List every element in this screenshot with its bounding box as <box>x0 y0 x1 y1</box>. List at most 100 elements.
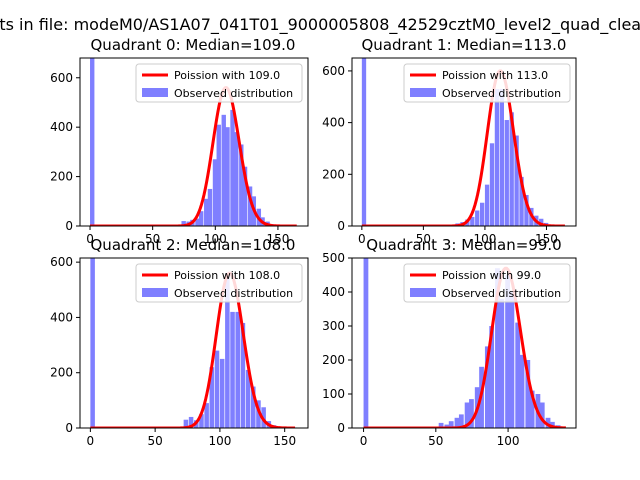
observed-bar <box>188 416 194 428</box>
observed-bar <box>509 292 515 428</box>
observed-bar <box>484 184 490 226</box>
observed-bar <box>204 198 209 226</box>
legend-line-label: Poission with 113.0 <box>442 69 548 82</box>
y-tick-label: 200 <box>50 170 73 184</box>
chart-panel-0: 0 50 100 150 0 200 400 600 Poission with 109.0 Ob… <box>50 36 309 246</box>
legend: Poission with 108.0 Observed distribution <box>135 263 303 303</box>
observed-bar <box>438 422 444 428</box>
observed-bar <box>519 354 525 428</box>
observed-bar <box>240 322 246 428</box>
observed-bar <box>499 89 504 226</box>
poisson-line <box>90 271 296 428</box>
observed-bar <box>545 417 551 428</box>
observed-bar <box>247 186 253 226</box>
legend-box <box>403 263 571 303</box>
observed-bar <box>470 216 475 226</box>
observed-bar <box>489 326 495 428</box>
plot-content <box>90 258 297 428</box>
observed-bar <box>199 211 204 226</box>
observed-bar <box>199 414 204 428</box>
x-tick-label: 150 <box>266 232 289 246</box>
y-tick-label: 0 <box>65 219 73 233</box>
y-tick-label: 400 <box>50 120 73 134</box>
observed-bar <box>484 346 490 428</box>
y-tick-label: 200 <box>50 366 73 380</box>
plot-content <box>89 58 300 226</box>
chart-title: Quadrant 1: Median=113.0 <box>362 36 567 54</box>
legend-box <box>403 63 571 103</box>
y-tick-label: 600 <box>322 64 345 78</box>
chart-panel-1: 0 50 100 150 0 200 400 600 Poission with 113.0 Ob… <box>322 36 577 246</box>
y-tick-label: 0 <box>337 219 345 233</box>
legend-bar-swatch <box>410 288 436 297</box>
observed-bar <box>475 210 480 226</box>
legend-box <box>135 263 303 303</box>
poisson-line <box>363 266 566 428</box>
y-tick-label: 400 <box>50 310 73 324</box>
observed-bar <box>515 322 521 428</box>
observed-bar <box>444 424 450 428</box>
observed-bar <box>519 176 524 226</box>
observed-bar <box>363 258 369 428</box>
observed-bar <box>539 402 545 428</box>
observed-bar <box>242 166 248 226</box>
observed-bar <box>209 367 215 428</box>
observed-bar <box>514 135 519 226</box>
chart-panel-2: 0 50 100 150 0 200 400 600 Poission with 108.0 Ob… <box>50 236 309 448</box>
y-tick-label: 400 <box>322 285 345 299</box>
plot-frame <box>351 257 577 429</box>
legend-bar-label: Observed distribution <box>442 87 561 100</box>
observed-bar <box>524 194 529 226</box>
y-tick-label: 200 <box>322 353 345 367</box>
plot-content <box>363 258 566 428</box>
observed-bar <box>90 58 95 226</box>
observed-bar <box>529 390 535 428</box>
observed-bar <box>458 414 464 428</box>
observed-bar <box>525 360 531 428</box>
observed-bar <box>183 419 189 428</box>
plot-content <box>361 58 568 226</box>
observed-bar <box>489 143 495 226</box>
y-tick-label: 0 <box>337 421 345 435</box>
observed-bar <box>480 202 485 226</box>
legend-line-label: Poission with 99.0 <box>442 269 541 282</box>
x-tick-label: 50 <box>416 232 431 246</box>
plot-frame <box>79 57 309 227</box>
observed-bar <box>504 120 509 226</box>
observed-bar <box>230 311 235 428</box>
poisson-line <box>361 69 566 226</box>
observed-bar <box>204 403 209 428</box>
legend-bar-label: Observed distribution <box>174 287 293 300</box>
observed-bar <box>219 358 225 428</box>
legend: Poission with 109.0 Observed distribution <box>135 63 303 103</box>
x-tick-label: 0 <box>360 434 368 448</box>
x-tick-label: 100 <box>473 232 496 246</box>
observed-bar <box>216 124 221 226</box>
observed-bar <box>256 400 261 428</box>
y-tick-label: 400 <box>322 116 345 130</box>
legend-bar-label: Observed distribution <box>442 287 561 300</box>
chart-panel-3: 0 50 100 0 100 200 300 400 500 Poission with 99.0… <box>322 236 577 448</box>
observed-bar <box>505 275 510 428</box>
observed-bar <box>509 112 514 226</box>
y-tick-label: 100 <box>322 387 345 401</box>
x-tick-label: 150 <box>535 232 558 246</box>
legend-bar-swatch <box>142 88 168 97</box>
y-tick-label: 200 <box>322 167 345 181</box>
observed-bar <box>464 402 470 428</box>
observed-bar <box>90 258 95 428</box>
observed-bar <box>225 127 230 226</box>
legend-box <box>135 63 303 103</box>
legend-line-label: Poission with 108.0 <box>174 269 280 282</box>
x-tick-label: 0 <box>86 232 94 246</box>
observed-bar <box>361 58 367 226</box>
observed-bar <box>245 369 251 428</box>
observed-bar <box>539 218 544 226</box>
observed-bar <box>549 421 555 428</box>
observed-bar <box>225 273 230 428</box>
chart-title: Quadrant 2: Median=108.0 <box>91 236 296 254</box>
observed-bar <box>251 386 256 428</box>
observed-bar <box>495 268 500 428</box>
observed-bar <box>181 221 186 226</box>
observed-bar <box>234 132 239 226</box>
